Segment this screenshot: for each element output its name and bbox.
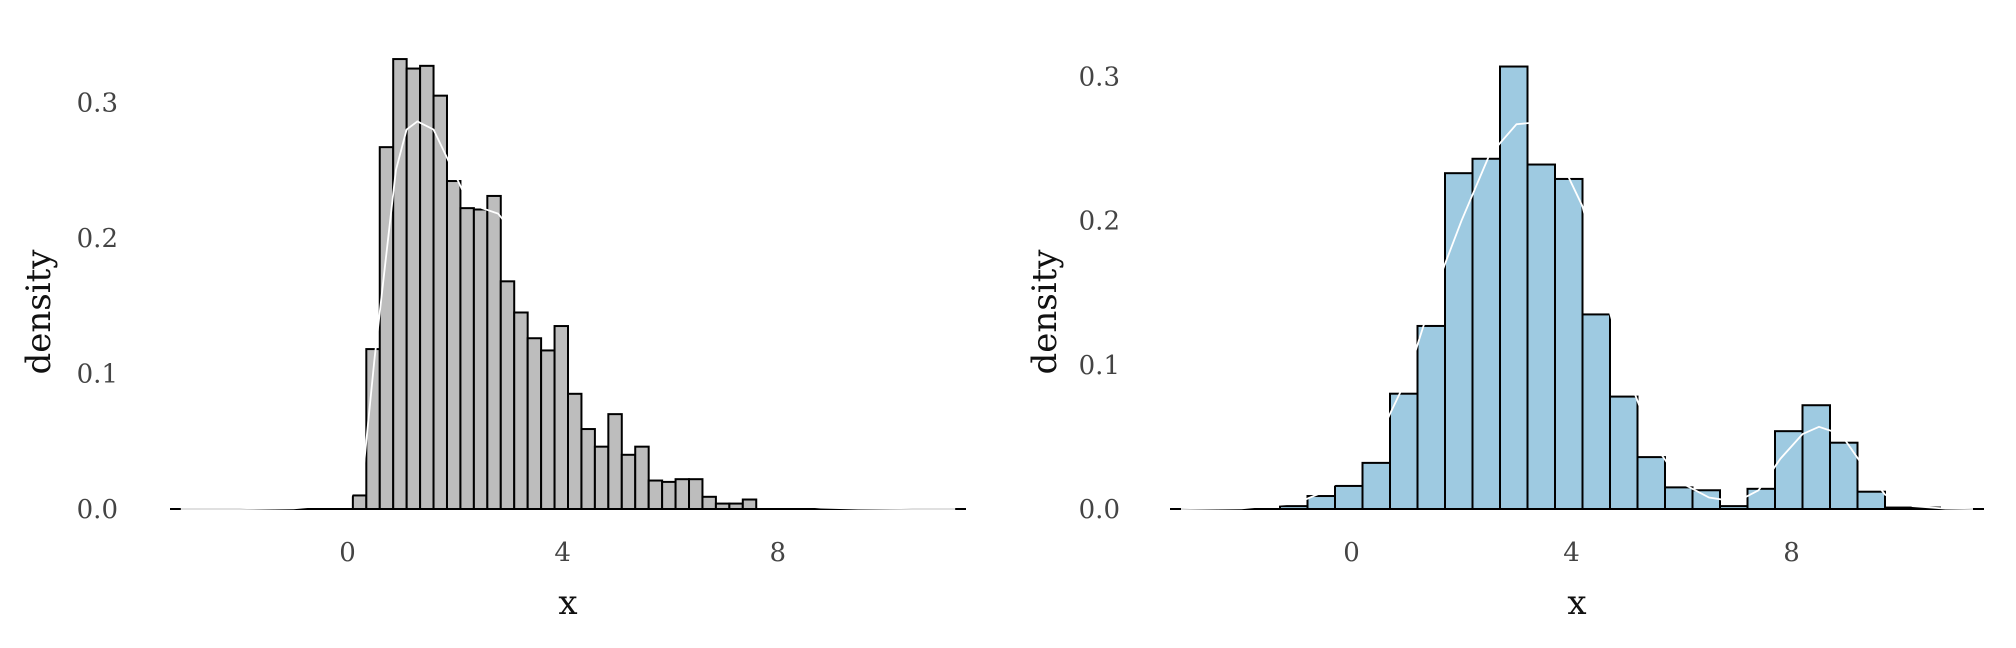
histogram-bar bbox=[674, 478, 691, 511]
histogram-bar bbox=[351, 494, 368, 510]
histogram-bar bbox=[1609, 395, 1639, 511]
histogram-bar bbox=[1334, 484, 1364, 511]
x-tick-label: 8 bbox=[769, 538, 786, 568]
histogram-bar bbox=[1306, 495, 1336, 510]
histogram-bar bbox=[1719, 505, 1749, 511]
x-axis-title: x bbox=[558, 583, 577, 623]
histogram-bar bbox=[1691, 489, 1721, 510]
histogram-bar bbox=[1636, 456, 1666, 511]
y-axis-title: density bbox=[1025, 249, 1065, 375]
histogram-bar bbox=[540, 349, 556, 510]
histogram-bar bbox=[499, 280, 516, 510]
histogram-bar bbox=[513, 311, 529, 510]
histogram-bar bbox=[1471, 157, 1501, 510]
histogram-bar bbox=[607, 413, 623, 511]
histogram-bar bbox=[580, 428, 596, 510]
histogram-bar bbox=[688, 478, 704, 511]
histogram-bar bbox=[634, 445, 650, 510]
histogram-bar bbox=[1581, 313, 1611, 510]
histogram-bar bbox=[1361, 461, 1391, 510]
histogram-bar bbox=[567, 392, 583, 510]
y-tick-label: 0.0 bbox=[77, 495, 118, 525]
histogram-bar bbox=[1746, 487, 1776, 511]
histogram-bar bbox=[1884, 506, 1914, 510]
y-tick-label: 0.2 bbox=[1079, 207, 1120, 237]
right-histogram-panel: 0.0 0.1 0.2 0.3 0 4 8 x density bbox=[1025, 63, 1984, 623]
histogram-bar bbox=[1801, 404, 1831, 511]
x-tick-label: 0 bbox=[339, 538, 356, 568]
histogram-bar bbox=[432, 94, 448, 511]
x-tick-label: 8 bbox=[1783, 538, 1800, 568]
histogram-bar bbox=[445, 180, 462, 510]
histogram-bar bbox=[701, 495, 717, 510]
histogram-bar bbox=[1664, 486, 1694, 510]
x-tick-label: 4 bbox=[1563, 538, 1580, 568]
histogram-bar bbox=[1389, 392, 1419, 511]
histogram-bar bbox=[741, 498, 758, 510]
histogram-bar bbox=[378, 146, 395, 511]
histogram-bar bbox=[405, 67, 422, 510]
histogram-bar bbox=[472, 208, 489, 511]
histogram-bar bbox=[1526, 163, 1556, 511]
histogram-bar bbox=[392, 58, 408, 510]
histogram-bar bbox=[728, 502, 744, 510]
density-curve bbox=[1180, 121, 1974, 510]
histogram-bar bbox=[593, 445, 610, 510]
histogram-bar bbox=[1856, 490, 1886, 511]
histogram-bar bbox=[1499, 65, 1529, 511]
histogram-bar bbox=[419, 64, 435, 510]
histogram-bar bbox=[486, 194, 502, 510]
histogram-bar bbox=[1279, 505, 1309, 511]
histogram-bar bbox=[1554, 177, 1584, 510]
y-tick-label: 0.3 bbox=[77, 88, 118, 118]
y-axis-title: density bbox=[19, 249, 59, 375]
left-histogram-panel: 0.0 0.1 0.2 0.3 0 4 8 x density bbox=[19, 58, 966, 623]
histogram-bar bbox=[1829, 441, 1859, 511]
histogram-bar bbox=[526, 337, 543, 510]
histogram-bar bbox=[1416, 324, 1446, 511]
histogram-bar bbox=[459, 207, 475, 511]
histogram-bar bbox=[714, 502, 731, 510]
density-curve bbox=[180, 120, 956, 510]
y-tick-label: 0.3 bbox=[1079, 63, 1120, 93]
y-tick-label: 0.2 bbox=[77, 224, 118, 254]
histogram-bar bbox=[1444, 172, 1474, 511]
x-tick-label: 0 bbox=[1343, 538, 1360, 568]
y-tick-label: 0.0 bbox=[1079, 495, 1120, 525]
histogram-bar bbox=[1774, 430, 1804, 510]
y-tick-label: 0.1 bbox=[77, 359, 118, 389]
histogram-bar bbox=[620, 453, 637, 510]
histogram-bar bbox=[661, 480, 677, 510]
y-tick-label: 0.1 bbox=[1079, 351, 1120, 381]
histogram-bar bbox=[553, 325, 570, 510]
histogram-bar bbox=[647, 479, 664, 511]
x-tick-label: 4 bbox=[554, 538, 571, 568]
x-axis-title: x bbox=[1567, 583, 1586, 623]
